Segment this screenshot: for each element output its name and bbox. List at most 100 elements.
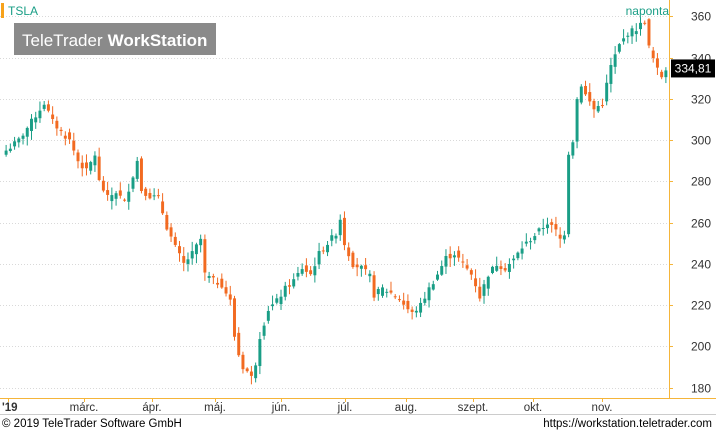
symbol-label[interactable]: TSLA [8,4,38,18]
candle [359,264,363,277]
candle [512,255,516,269]
candle-body [165,214,169,230]
candle-body [89,162,93,171]
candle-body [245,368,249,372]
candle-body [156,195,160,197]
candle [72,132,76,156]
candle-body [30,118,33,131]
candle-body [182,256,186,263]
candle [562,230,566,244]
candle-body [237,332,241,356]
candle-body [207,275,211,278]
candle [84,154,88,176]
candle-body [529,241,533,243]
candle-body [562,235,566,240]
candle [372,271,376,302]
candle [541,218,545,236]
y-tick-label: 180 [691,382,711,396]
x-tick-label: ápr. [142,402,161,414]
candle-body [461,261,465,263]
candle-body [8,148,12,152]
candle-body [309,270,313,275]
candle-body [419,302,423,313]
candle-body [42,104,46,109]
candle-body [431,284,435,290]
x-tick-label: szept. [458,402,489,414]
y-tick-label: 280 [691,175,711,189]
candle [613,46,617,74]
candle [55,116,59,136]
candle [499,260,503,276]
candle-body [178,246,181,254]
x-tick-label: márc. [70,402,99,414]
candle [123,198,127,202]
candle-body [554,224,558,230]
candle [482,279,486,304]
source-url-link[interactable]: https://workstation.teletrader.com [543,418,712,430]
candle-body [330,235,334,241]
candle [46,100,50,113]
candle [440,260,444,276]
candle-body [406,300,410,310]
candle-body [414,310,418,313]
candle [600,98,604,109]
candle-body [254,365,258,379]
candle [326,240,330,257]
candle-body [271,304,275,307]
candle [216,277,220,289]
y-tick-label: 320 [691,93,711,107]
candle [507,258,511,279]
x-tick-label: jún. [271,402,291,414]
candle-body [220,278,224,288]
candle [655,53,659,75]
candle [304,258,308,278]
candle [245,367,249,373]
interval-label[interactable]: naponta [626,4,670,18]
candle-body [448,253,452,259]
candle [651,46,655,63]
candle [584,80,588,96]
y-tick-label: 240 [691,258,711,272]
candle [402,292,406,310]
candle-body [190,251,194,259]
candle-body [359,265,363,269]
candle [330,229,334,247]
candle [376,286,380,301]
candle [605,74,609,106]
y-tick-label: 220 [691,299,711,313]
candle [76,149,80,169]
candle [17,136,21,148]
candle-body [279,296,283,305]
candle-body [630,28,634,37]
candle [59,126,63,136]
candle-body [262,325,266,336]
candle [347,242,351,261]
candle [287,279,291,295]
candle-body [655,58,659,68]
candle-body [300,269,304,274]
last-price-value: 334,81 [675,61,712,75]
candle [148,188,152,200]
candle [537,227,541,236]
candle [186,252,190,272]
candle [211,273,215,285]
candle-body [199,238,203,246]
x-tick-label: júl. [337,402,353,414]
candle [101,176,105,193]
candle [194,242,198,264]
candle [516,251,520,261]
candle-body [258,339,262,367]
candle-body [342,217,346,246]
candle [410,306,414,320]
candle [178,240,181,262]
grid-lines [0,16,669,389]
candle [309,266,313,276]
candle-body [389,290,393,293]
candle [203,234,207,281]
candle [279,289,283,310]
candle [173,232,177,247]
candle-body [617,44,621,52]
candle [385,288,389,298]
